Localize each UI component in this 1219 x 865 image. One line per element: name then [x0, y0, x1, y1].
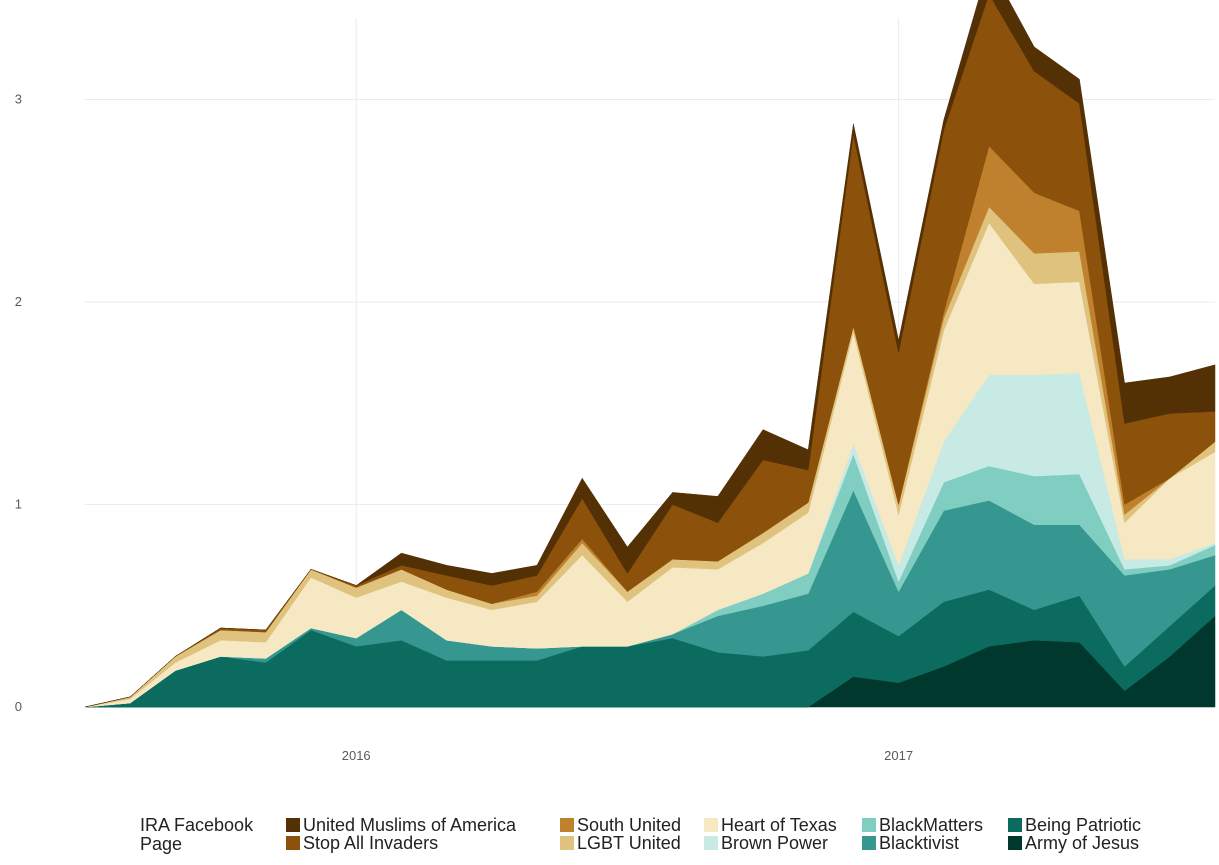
- legend-item-lgbt-united: LGBT United: [560, 834, 681, 852]
- legend-label: BlackMatters: [879, 815, 984, 835]
- legend-swatch: [704, 836, 718, 850]
- x-tick-label: 2016: [342, 748, 371, 763]
- legend-swatch: [1008, 818, 1022, 832]
- area-series: [84, 0, 1216, 708]
- legend-item-army-of-jesus: Army of Jesus: [1008, 834, 1139, 852]
- area-united-muslims-of-america: [84, 0, 1216, 708]
- legend-item-blacktivist: Blacktivist: [862, 834, 959, 852]
- legend-swatch: [1008, 836, 1022, 850]
- legend-swatch: [286, 836, 300, 850]
- legend-item-united-muslims-of-america: United Muslims of America: [286, 816, 516, 834]
- legend-label: Army of Jesus: [1025, 833, 1140, 853]
- stacked-area-chart: 0 1 2 3 2016 2017: [15, 0, 1216, 763]
- legend-item-south-united: South United: [560, 816, 681, 834]
- legend-item-heart-of-texas: Heart of Texas: [704, 816, 837, 834]
- legend-swatch: [862, 818, 876, 832]
- legend-swatch: [862, 836, 876, 850]
- legend-label: Stop All Invaders: [303, 833, 439, 853]
- legend-title: IRA Facebook Page: [140, 815, 254, 854]
- legend-swatch: [560, 836, 574, 850]
- y-tick-label: 3: [15, 92, 22, 107]
- legend-swatch: [286, 818, 300, 832]
- legend-label: LGBT United: [577, 833, 681, 853]
- legend-label: United Muslims of America: [303, 815, 517, 835]
- legend-swatch: [704, 818, 718, 832]
- legend-label: Blacktivist: [879, 833, 960, 853]
- legend-item-stop-all-invaders: Stop All Invaders: [286, 834, 438, 852]
- legend-item-blackmatters: BlackMatters: [862, 816, 983, 834]
- y-tick-label: 1: [15, 497, 22, 512]
- legend-item-being-patriotic: Being Patriotic: [1008, 816, 1141, 834]
- legend-label: Heart of Texas: [721, 815, 837, 835]
- y-tick-label: 0: [15, 699, 22, 714]
- x-tick-label: 2017: [884, 748, 913, 763]
- y-tick-label: 2: [15, 294, 22, 309]
- legend-label: Being Patriotic: [1025, 815, 1142, 835]
- y-axis-ticks: 0 1 2 3: [15, 92, 22, 715]
- legend: IRA Facebook Page United Muslims of Amer…: [140, 812, 1180, 860]
- legend-swatch: [560, 818, 574, 832]
- legend-label: South United: [577, 815, 682, 835]
- x-axis-ticks: 2016 2017: [342, 748, 913, 763]
- legend-label: Brown Power: [721, 833, 829, 853]
- legend-item-brown-power: Brown Power: [704, 834, 828, 852]
